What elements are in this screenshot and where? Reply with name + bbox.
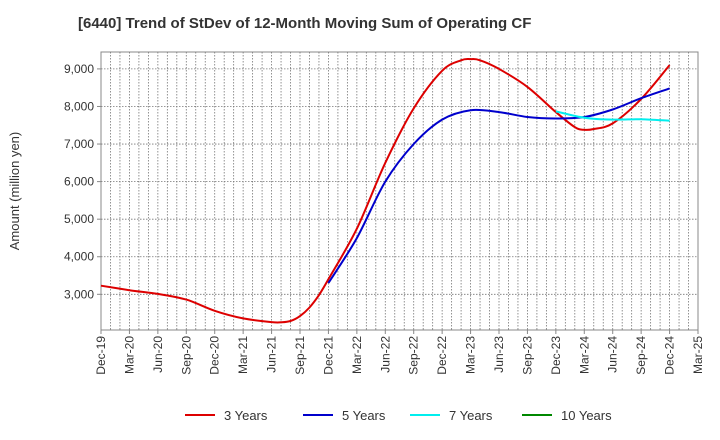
series-lines (100, 57, 671, 324)
x-tick-label: Sep-23 (520, 336, 534, 375)
y-tick-label: 8,000 (64, 99, 94, 113)
series-line-7-years (555, 110, 670, 122)
x-tick-label: Dec-24 (663, 336, 677, 375)
x-tick-label: Mar-20 (122, 336, 136, 374)
y-axis-label: Amount (million yen) (7, 132, 22, 251)
y-axis-ticks: 3,000 4,000 5,000 6,000 7,000 8,000 9,000 (64, 62, 101, 301)
x-tick-label: Mar-25 (691, 336, 705, 374)
chart-title: [6440] Trend of StDev of 12-Month Moving… (78, 15, 531, 32)
x-tick-label: Dec-21 (321, 336, 335, 375)
x-tick-label: Sep-24 (634, 336, 648, 375)
series-line-3-years (100, 57, 671, 324)
x-tick-label: Dec-23 (549, 336, 563, 375)
plot-area (100, 51, 699, 331)
x-tick-label: Jun-22 (378, 336, 392, 373)
x-tick-label: Sep-21 (293, 336, 307, 375)
y-tick-label: 5,000 (64, 212, 94, 226)
x-tick-label: Dec-20 (208, 336, 222, 375)
y-tick-label: 9,000 (64, 62, 94, 76)
x-tick-label: Mar-21 (236, 336, 250, 374)
legend-label: 3 Years (224, 408, 268, 423)
series-line-5-years (327, 87, 670, 284)
x-tick-label: Dec-22 (435, 336, 449, 375)
y-tick-label: 7,000 (64, 137, 94, 151)
x-tick-label: Jun-21 (265, 336, 279, 373)
x-axis-ticks: Dec-19 Mar-20 Jun-20 Sep-20 Dec-20 Mar-21 Jun-… (94, 330, 705, 375)
x-tick-label: Mar-22 (350, 336, 364, 374)
y-tick-label: 4,000 (64, 250, 94, 264)
y-tick-label: 3,000 (64, 287, 94, 301)
legend: 3 Years 5 Years 7 Years 10 Years (185, 408, 612, 423)
y-tick-label: 6,000 (64, 175, 94, 189)
x-tick-label: Sep-22 (407, 336, 421, 375)
x-tick-label: Dec-19 (94, 336, 108, 375)
x-tick-label: Jun-24 (606, 336, 620, 373)
grid-lines (101, 52, 698, 330)
legend-label: 5 Years (342, 408, 386, 423)
x-tick-label: Sep-20 (179, 336, 193, 375)
legend-label: 10 Years (561, 408, 612, 423)
x-tick-label: Jun-23 (492, 336, 506, 373)
x-tick-label: Mar-24 (577, 336, 591, 374)
x-tick-label: Jun-20 (151, 336, 165, 373)
legend-label: 7 Years (449, 408, 493, 423)
x-tick-label: Mar-23 (464, 336, 478, 374)
